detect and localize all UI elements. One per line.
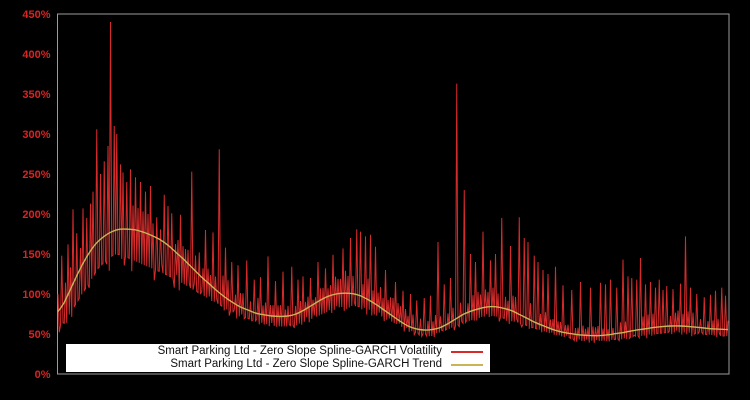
y-axis-tick-label: 450% bbox=[22, 9, 50, 21]
trend-series-line bbox=[57, 228, 729, 337]
chart-legend: Smart Parking Ltd - Zero Slope Spline-GA… bbox=[66, 344, 490, 372]
y-axis-tick-label: 0% bbox=[35, 369, 51, 381]
legend-line-volatility-icon bbox=[451, 350, 483, 353]
plot-border bbox=[57, 13, 730, 375]
y-axis-tick-label: 150% bbox=[22, 249, 50, 261]
y-axis-tick-label: 400% bbox=[22, 49, 50, 61]
y-axis-tick-label: 350% bbox=[22, 89, 50, 101]
y-axis-tick-label: 100% bbox=[22, 289, 50, 301]
legend-label-trend: Smart Parking Ltd - Zero Slope Spline-GA… bbox=[170, 358, 442, 370]
y-axis-tick-label: 250% bbox=[22, 169, 50, 181]
volatility-series-line bbox=[57, 21, 729, 343]
legend-label-volatility: Smart Parking Ltd - Zero Slope Spline-GA… bbox=[157, 345, 442, 357]
legend-item-volatility: Smart Parking Ltd - Zero Slope Spline-GA… bbox=[66, 345, 490, 358]
legend-line-trend-icon bbox=[451, 363, 483, 366]
y-axis-tick-label: 50% bbox=[28, 329, 50, 341]
y-axis-tick-label: 200% bbox=[22, 209, 50, 221]
legend-item-trend: Smart Parking Ltd - Zero Slope Spline-GA… bbox=[66, 358, 490, 371]
y-axis-tick-label: 300% bbox=[22, 129, 50, 141]
